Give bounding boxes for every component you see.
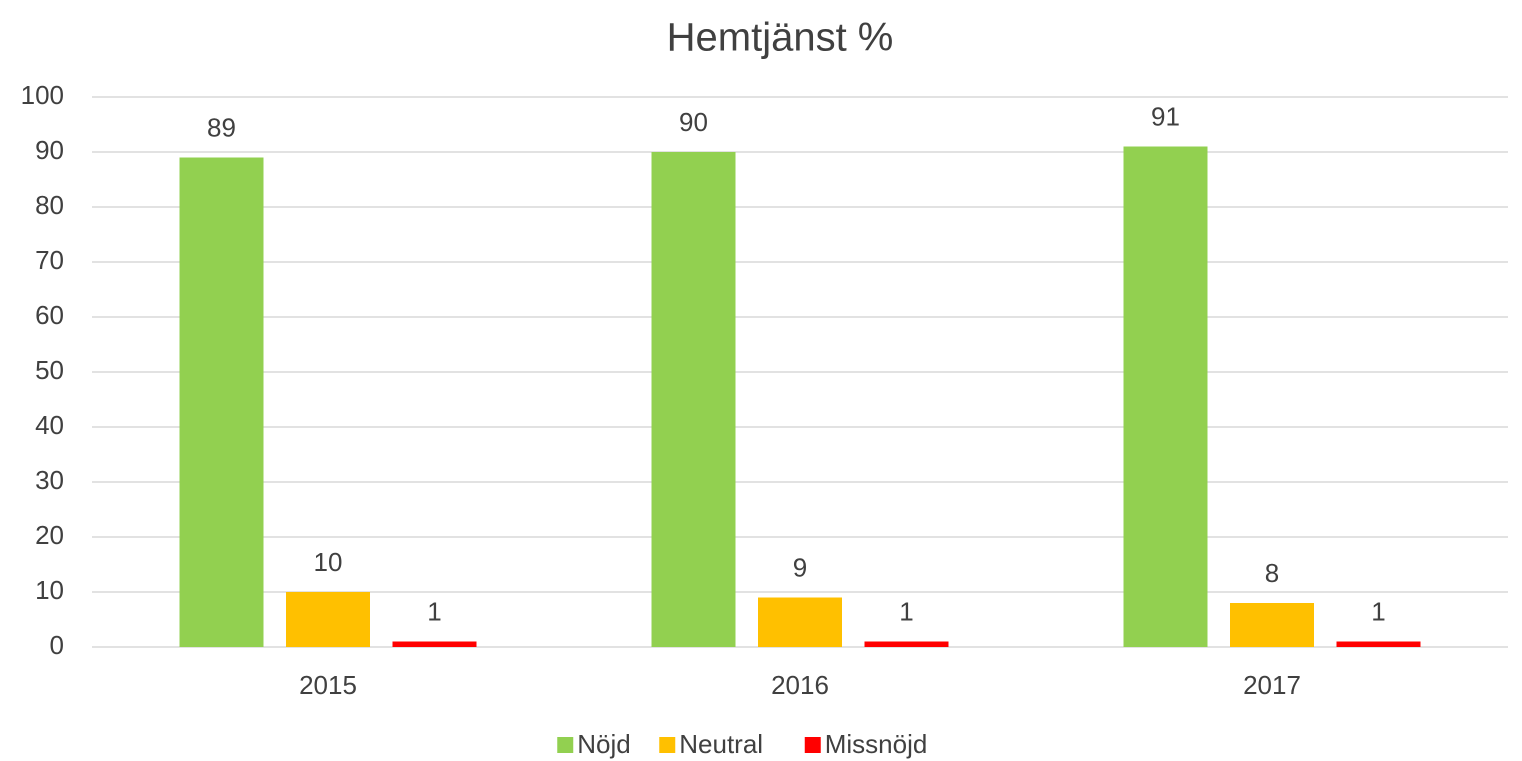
data-label: 9 xyxy=(793,552,807,582)
y-tick-label: 100 xyxy=(21,80,64,110)
bar xyxy=(1336,641,1421,647)
data-label: 8 xyxy=(1265,558,1279,588)
x-tick-label: 2017 xyxy=(1243,670,1301,700)
bar xyxy=(651,152,736,647)
bar xyxy=(1230,603,1314,647)
data-label: 1 xyxy=(1371,596,1385,626)
legend-label: Missnöjd xyxy=(825,729,928,759)
bar xyxy=(1123,146,1208,647)
data-label: 1 xyxy=(427,596,441,626)
y-tick-label: 70 xyxy=(35,245,64,275)
chart-title: Hemtjänst % xyxy=(667,16,894,60)
legend-swatch xyxy=(804,737,821,753)
legend-label: Nöjd xyxy=(577,729,630,759)
data-label: 90 xyxy=(679,107,708,137)
bar xyxy=(286,592,370,647)
bar xyxy=(758,597,842,647)
y-tick-label: 40 xyxy=(35,410,64,440)
legend-swatch xyxy=(557,737,574,753)
y-tick-label: 50 xyxy=(35,355,64,385)
y-tick-label: 0 xyxy=(50,630,64,660)
bar xyxy=(864,641,949,647)
legend-label: Neutral xyxy=(679,729,763,759)
data-label: 89 xyxy=(207,112,236,142)
data-label: 91 xyxy=(1151,101,1180,131)
legend-swatch xyxy=(659,737,676,753)
data-label: 10 xyxy=(314,547,343,577)
y-tick-label: 90 xyxy=(35,135,64,165)
x-tick-label: 2015 xyxy=(299,670,357,700)
y-tick-label: 10 xyxy=(35,575,64,605)
y-tick-label: 20 xyxy=(35,520,64,550)
y-tick-label: 80 xyxy=(35,190,64,220)
bar xyxy=(392,641,477,647)
x-tick-label: 2016 xyxy=(771,670,829,700)
bar xyxy=(179,157,264,647)
data-label: 1 xyxy=(899,596,913,626)
y-tick-label: 60 xyxy=(35,300,64,330)
y-tick-label: 30 xyxy=(35,465,64,495)
